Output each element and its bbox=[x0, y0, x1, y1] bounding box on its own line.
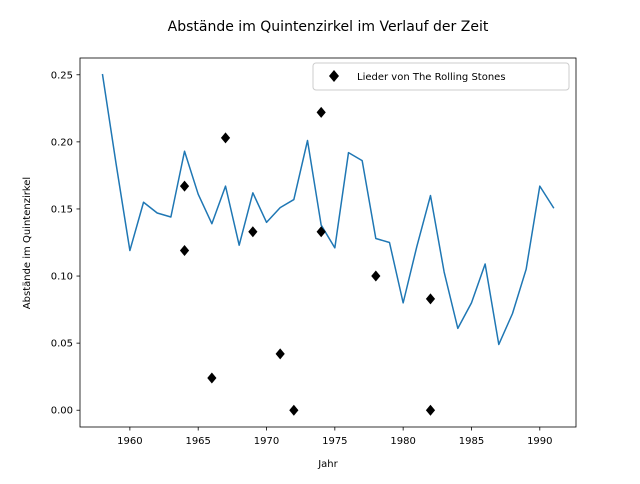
y-tick-label-0: 0.00 bbox=[51, 406, 73, 417]
y-axis-label: Abstände im Quintenzirkel bbox=[22, 177, 33, 309]
series-line bbox=[101, 73, 555, 346]
scatter-point-11 bbox=[425, 404, 436, 416]
scatter-point-7 bbox=[316, 106, 326, 118]
axes bbox=[79, 57, 577, 428]
x-axis-label: Jahr bbox=[317, 459, 338, 470]
scatter-point-2 bbox=[207, 372, 217, 384]
legend: Lieder von The Rolling Stones bbox=[312, 62, 570, 91]
y-tick-label-5: 0.25 bbox=[51, 70, 73, 81]
x-tick-label-0: 1960 bbox=[117, 436, 142, 447]
x-tick-label-6: 1990 bbox=[527, 436, 552, 447]
axes-frame bbox=[79, 57, 577, 428]
legend-box bbox=[312, 62, 570, 91]
scatter-point-10 bbox=[425, 293, 436, 305]
scatter-point-9 bbox=[371, 270, 381, 282]
legend-marker-diamond bbox=[329, 70, 339, 82]
y-tick-label-2: 0.10 bbox=[51, 272, 73, 283]
x-tick-label-4: 1980 bbox=[390, 436, 415, 447]
scatter-point-4 bbox=[248, 226, 258, 238]
scatter-point-8 bbox=[316, 226, 326, 238]
scatter-point-5 bbox=[275, 348, 285, 360]
y-tick-label-1: 0.05 bbox=[51, 339, 73, 350]
ticks: 1960 1965 1970 1975 1980 1985 1990 0.00 0.05 0.10… bbox=[51, 70, 553, 447]
y-tick-label-4: 0.20 bbox=[51, 137, 73, 148]
scatter-point-3 bbox=[220, 132, 231, 144]
scatter-point-0 bbox=[179, 180, 190, 192]
scatter-point-6 bbox=[289, 404, 299, 416]
x-tick-label-5: 1985 bbox=[459, 436, 484, 447]
x-tick-label-3: 1975 bbox=[322, 436, 347, 447]
x-tick-label-1: 1965 bbox=[185, 436, 210, 447]
legend-entry-rolling-stones: Lieder von The Rolling Stones bbox=[357, 72, 506, 83]
y-tick-label-3: 0.15 bbox=[51, 204, 73, 215]
chart-title: Abstände im Quintenzirkel im Verlauf der… bbox=[168, 19, 489, 35]
scatter-point-1 bbox=[179, 245, 190, 257]
plot-area bbox=[101, 73, 555, 416]
x-tick-label-2: 1970 bbox=[254, 436, 279, 447]
